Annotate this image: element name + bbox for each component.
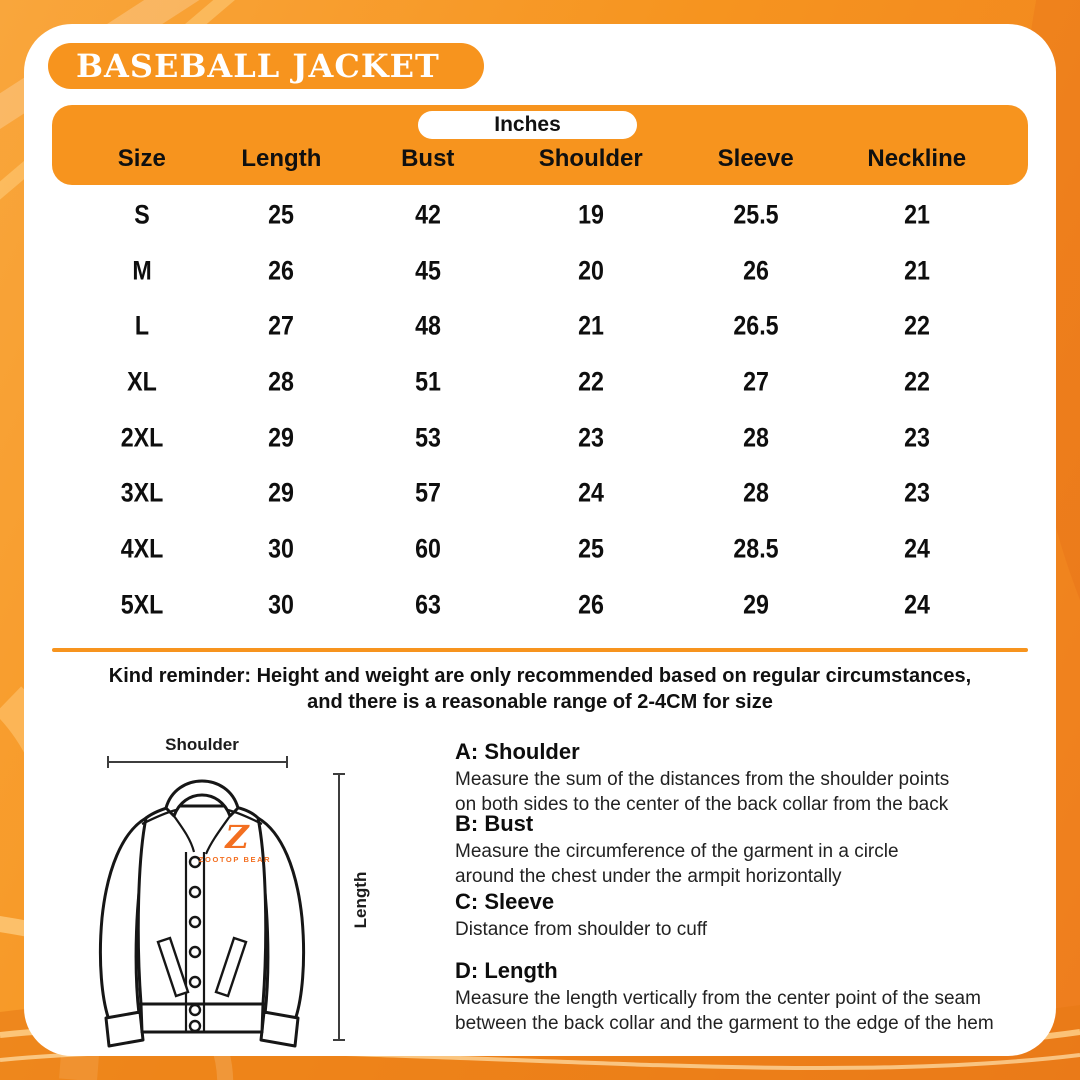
unit-pill: Inches bbox=[418, 111, 637, 139]
instruction-line: Measure the circumference of the garment… bbox=[455, 841, 899, 862]
column-header-row: Size Length Bust Shoulder Sleeve Necklin… bbox=[52, 141, 1028, 181]
measurement-value: 24 bbox=[903, 533, 930, 564]
size-label: XL bbox=[126, 366, 157, 397]
instruction-heading: C: Sleeve bbox=[455, 889, 555, 914]
measurement-value: 51 bbox=[414, 366, 441, 397]
instruction-line: Measure the sum of the distances from th… bbox=[455, 769, 950, 790]
measurement-value: 27 bbox=[268, 310, 295, 341]
instruction-line: between the back collar and the garment … bbox=[455, 1013, 994, 1034]
brand-logo-mark: Z bbox=[223, 818, 250, 856]
measurement-value: 27 bbox=[742, 366, 769, 397]
jacket-illustration: Z ZOOTOP BEAR bbox=[98, 779, 306, 1048]
measurement-value: 23 bbox=[903, 477, 930, 508]
table-row: 5XL 30 63 26 29 24 bbox=[52, 577, 1028, 633]
measurement-value: 28 bbox=[742, 422, 769, 453]
measurement-value: 29 bbox=[742, 589, 769, 620]
measurement-value: 20 bbox=[577, 255, 604, 286]
column-header-length: Length bbox=[241, 145, 322, 172]
column-header-size: Size bbox=[117, 145, 166, 172]
measurement-value: 28 bbox=[742, 477, 769, 508]
measurement-value: 26 bbox=[742, 255, 769, 286]
size-label: S bbox=[134, 199, 150, 230]
measurement-value: 25.5 bbox=[733, 199, 779, 230]
measurement-value: 60 bbox=[414, 533, 441, 564]
measurement-value: 25 bbox=[268, 199, 295, 230]
instruction-line: around the chest under the armpit horizo… bbox=[455, 866, 842, 887]
instruction-line: on both sides to the center of the back … bbox=[455, 794, 949, 815]
size-table-body: S 25 42 19 25.5 21 M 26 45 20 26 21 L 27… bbox=[52, 187, 1028, 633]
kind-reminder: Kind reminder: Height and weight are onl… bbox=[24, 663, 1056, 715]
title-badge: BASEBALL JACKET bbox=[48, 43, 484, 89]
length-measure-label: Length bbox=[351, 871, 370, 929]
size-label: 2XL bbox=[120, 422, 164, 453]
measurement-value: 45 bbox=[414, 255, 441, 286]
measurement-value: 26 bbox=[268, 255, 295, 286]
table-row: XL 28 51 22 27 22 bbox=[52, 354, 1028, 410]
instruction-line: Distance from shoulder to cuff bbox=[455, 919, 708, 940]
column-header-shoulder: Shoulder bbox=[538, 145, 643, 172]
measurement-value: 21 bbox=[903, 199, 930, 230]
measurement-value: 29 bbox=[268, 477, 295, 508]
size-chart-card: BASEBALL JACKET Inches Size Length Bust … bbox=[24, 24, 1056, 1056]
instruction-line: Measure the length vertically from the c… bbox=[455, 988, 981, 1009]
measurement-value: 22 bbox=[903, 310, 930, 341]
measurement-value: 28 bbox=[268, 366, 295, 397]
size-label: 4XL bbox=[120, 533, 164, 564]
measurement-value: 25 bbox=[577, 533, 604, 564]
column-header-sleeve: Sleeve bbox=[717, 145, 794, 172]
instruction-shoulder: A: Shoulder Measure the sum of the dista… bbox=[455, 740, 1015, 817]
measurement-value: 21 bbox=[577, 310, 604, 341]
size-label: 5XL bbox=[120, 589, 164, 620]
instruction-length: D: Length Measure the length vertically … bbox=[455, 959, 1015, 1036]
measurement-value: 30 bbox=[268, 533, 295, 564]
measurement-value: 26 bbox=[577, 589, 604, 620]
column-header-bust: Bust bbox=[401, 145, 455, 172]
table-row: 3XL 29 57 24 28 23 bbox=[52, 465, 1028, 521]
measurement-value: 26.5 bbox=[733, 310, 779, 341]
instruction-sleeve: C: Sleeve Distance from shoulder to cuff bbox=[455, 890, 1015, 942]
table-row: S 25 42 19 25.5 21 bbox=[52, 187, 1028, 243]
reminder-line-1: Kind reminder: Height and weight are onl… bbox=[108, 665, 972, 687]
reminder-line-2: and there is a reasonable range of 2-4CM… bbox=[307, 691, 773, 713]
measurement-value: 30 bbox=[268, 589, 295, 620]
column-header-neckline: Neckline bbox=[867, 145, 967, 172]
instruction-bust: B: Bust Measure the circumference of the… bbox=[455, 812, 1015, 889]
table-row: 2XL 29 53 23 28 23 bbox=[52, 410, 1028, 466]
length-measure-line bbox=[333, 773, 345, 1041]
instruction-heading: B: Bust bbox=[455, 811, 534, 836]
measurement-value: 24 bbox=[903, 589, 930, 620]
brand-logo: Z ZOOTOP BEAR bbox=[199, 818, 271, 864]
measurement-value: 29 bbox=[268, 422, 295, 453]
table-row: 4XL 30 60 25 28.5 24 bbox=[52, 521, 1028, 577]
measurement-value: 23 bbox=[903, 422, 930, 453]
shoulder-measure-label: Shoulder bbox=[165, 735, 239, 754]
measurement-value: 19 bbox=[577, 199, 604, 230]
measurement-value: 22 bbox=[577, 366, 604, 397]
measurement-value: 57 bbox=[414, 477, 441, 508]
size-label: 3XL bbox=[120, 477, 164, 508]
table-row: M 26 45 20 26 21 bbox=[52, 243, 1028, 299]
section-divider bbox=[52, 648, 1028, 652]
table-row: L 27 48 21 26.5 22 bbox=[52, 298, 1028, 354]
measurement-value: 53 bbox=[414, 422, 441, 453]
measurement-value: 42 bbox=[414, 199, 441, 230]
page-title: BASEBALL JACKET bbox=[76, 47, 440, 85]
measurement-value: 24 bbox=[577, 477, 604, 508]
measurement-value: 28.5 bbox=[733, 533, 779, 564]
measurement-value: 22 bbox=[903, 366, 930, 397]
brand-logo-text: ZOOTOP BEAR bbox=[199, 855, 271, 864]
size-label: L bbox=[134, 310, 149, 341]
measurement-value: 21 bbox=[903, 255, 930, 286]
size-label: M bbox=[132, 255, 152, 286]
table-header-band: Inches Size Length Bust Shoulder Sleeve … bbox=[52, 105, 1028, 185]
shoulder-measure-line bbox=[107, 756, 288, 768]
instruction-heading: D: Length bbox=[455, 958, 558, 983]
measurement-value: 63 bbox=[414, 589, 441, 620]
measurement-value: 48 bbox=[414, 310, 441, 341]
measurement-value: 23 bbox=[577, 422, 604, 453]
instruction-heading: A: Shoulder bbox=[455, 739, 580, 764]
